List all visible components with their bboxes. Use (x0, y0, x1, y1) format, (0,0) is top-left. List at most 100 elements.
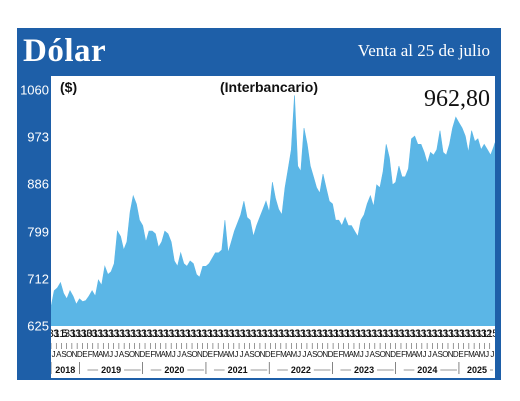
y-tick-label: 973 (27, 129, 49, 145)
month-tick-label: M (103, 350, 110, 359)
month-tick-label: E (145, 350, 150, 359)
day-tick-label: 31 (201, 328, 213, 340)
month-tick-label: J (114, 350, 118, 359)
month-tick-label: S (124, 350, 129, 359)
month-tick-label: A (223, 350, 229, 359)
y-axis: 1060 973 886 799 712 625 (17, 76, 51, 336)
day-tick-label: 31 (97, 328, 109, 340)
month-tick-label: E (270, 350, 275, 359)
month-tick-label: S (375, 350, 380, 359)
month-tick-label: A (119, 350, 125, 359)
day-tick-label: 31 (168, 328, 180, 340)
month-tick-label: S (61, 350, 66, 359)
month-tick-label: M (155, 350, 162, 359)
month-tick-label: F (150, 350, 155, 359)
day-tick-label: 31 (174, 328, 186, 340)
day-tick-label: 31 (305, 328, 317, 340)
year-label: 2024 (417, 365, 437, 375)
day-tick-label: 31 (261, 328, 273, 340)
month-tick-label: O (129, 350, 135, 359)
day-tick-label: 31 (464, 328, 476, 340)
day-tick-label: 31 (344, 328, 356, 340)
day-tick-label: 31 (256, 328, 268, 340)
month-tick-label: A (98, 350, 104, 359)
month-tick-label: J (109, 350, 113, 359)
year-label-bg (52, 364, 79, 375)
y-tick-label: 625 (27, 318, 49, 334)
year-label: 2025 (467, 365, 487, 375)
month-tick-label: D (140, 350, 146, 359)
month-tick-label: F (213, 350, 218, 359)
month-tick-label: M (165, 350, 172, 359)
day-tick-label: 5 (62, 328, 68, 340)
month-tick-label: M (217, 350, 224, 359)
month-tick-label: E (458, 350, 463, 359)
y-tick-label: 886 (27, 176, 49, 192)
day-tick-label: 31 (371, 328, 383, 340)
day-tick-label: 31 (448, 328, 460, 340)
day-tick-label: 31 (431, 328, 443, 340)
month-tick-label: N (260, 350, 266, 359)
month-tick-label: D (202, 350, 208, 359)
month-tick-label: N (72, 350, 78, 359)
last-value-label: 962,80 (424, 86, 490, 112)
chart-subtitle: (Interbancario) (220, 79, 319, 95)
day-tick-label: 31 (481, 328, 493, 340)
month-tick-label: E (396, 350, 401, 359)
month-tick-label: M (405, 350, 412, 359)
month-tick-label: A (244, 350, 250, 359)
month-tick-label: D (390, 350, 396, 359)
month-tick-label: O (380, 350, 386, 359)
day-tick-label: 31 (75, 328, 87, 340)
y-tick-label: 712 (27, 271, 49, 287)
y-tick-label: 1060 (20, 82, 49, 98)
month-tick-label: M (291, 350, 298, 359)
month-tick-label: F (88, 350, 93, 359)
year-label-bg (161, 364, 188, 375)
month-tick-label: M (92, 350, 99, 359)
year-label-bg (463, 364, 490, 375)
unit-label: ($) (60, 79, 78, 95)
month-tick-label: J (485, 350, 489, 359)
chart-title: Dólar (23, 33, 107, 69)
month-tick-label: A (307, 350, 313, 359)
month-tick-label: M (343, 350, 350, 359)
day-tick-label: 31 (141, 328, 153, 340)
day-tick-label: 31 (157, 328, 169, 340)
series-area (51, 95, 495, 326)
month-tick-label: J (365, 350, 369, 359)
day-tick-label: 31 (294, 328, 306, 340)
day-tick-label: 31 (223, 328, 235, 340)
month-tick-label: A (182, 350, 188, 359)
month-tick-label: A (411, 350, 417, 359)
month-tick-label: O (442, 350, 448, 359)
day-tick-label: 31 (366, 328, 378, 340)
day-tick-label: 31 (420, 328, 432, 340)
day-tick-label: 31 (152, 328, 164, 340)
month-tick-label: S (187, 350, 192, 359)
year-label-bg (287, 364, 314, 375)
month-tick-label: J (428, 350, 432, 359)
month-tick-label: J (297, 350, 301, 359)
month-tick-label: M (280, 350, 287, 359)
month-tick-label: D (453, 350, 459, 359)
day-tick-label: 31 (453, 328, 465, 340)
month-tick-label: N (322, 350, 328, 359)
day-tick-label: 31 (86, 328, 98, 340)
month-tick-label: M (468, 350, 475, 359)
day-tick-label: 31 (360, 328, 372, 340)
day-tick-label: 31 (207, 328, 219, 340)
day-tick-label: 31 (179, 328, 191, 340)
day-tick-label: 31 (102, 328, 114, 340)
year-label-bg (351, 364, 378, 375)
month-tick-label: J (240, 350, 244, 359)
month-tick-label: A (349, 350, 355, 359)
month-tick-label: N (197, 350, 203, 359)
year-label: 2023 (354, 365, 374, 375)
day-tick-label: 31 (311, 328, 323, 340)
day-tick-label: 31 (70, 328, 82, 340)
day-tick-label: 30 (81, 328, 93, 340)
day-tick-label: 31 (377, 328, 389, 340)
day-tick-label: 31 (91, 328, 103, 340)
month-tick-label: D (328, 350, 334, 359)
